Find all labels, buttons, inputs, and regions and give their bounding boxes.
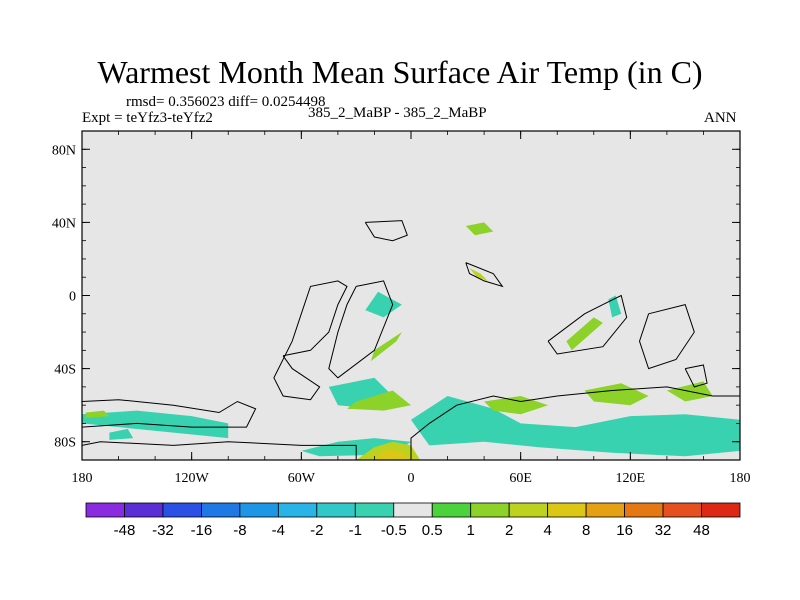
anomaly-patch-7: [411, 396, 740, 457]
colorbar-swatch-15: [662, 502, 702, 518]
colorbar-swatch-11: [508, 502, 549, 518]
lat-label-0: 80N: [52, 143, 76, 158]
anomaly-patch-13: [566, 317, 603, 351]
coastline-8: [638, 304, 695, 370]
coastline-6: [465, 262, 504, 288]
map-title: Warmest Month Mean Surface Air Temp (in …: [97, 54, 703, 90]
anomaly-patch-10: [484, 396, 549, 415]
anomaly-patch-1: [85, 410, 110, 418]
colorbar-swatch-2: [162, 502, 202, 518]
coastline-9: [684, 364, 708, 388]
colorbar-swatch-14: [624, 502, 664, 518]
colorbar-label-5: -2: [310, 522, 323, 539]
colorbar-label-14: 32: [655, 522, 672, 539]
colorbar-swatch-8: [393, 502, 433, 518]
anomaly-patch-6: [370, 449, 411, 460]
colorbar-label-0: -48: [114, 522, 136, 539]
axis-ticks: 80N 40N 0 40S 80S 180 120W 60W 0 60E 120E 180: [52, 130, 751, 486]
expt-label: Expt = teYfz3-teYfz2: [82, 110, 213, 126]
lat-label-2: 0: [69, 290, 76, 305]
coastline-3: [328, 280, 394, 379]
anomaly-patch-3: [347, 390, 411, 411]
colorbar-swatch-10: [470, 502, 510, 518]
lon-label-3: 0: [408, 471, 415, 486]
colorbar-swatch-13: [585, 502, 625, 518]
anomaly-patch-17: [109, 428, 134, 440]
colorbar-label-9: 1: [467, 522, 475, 539]
colorbar-label-6: -1: [349, 522, 362, 539]
lat-label-1: 40N: [52, 216, 76, 231]
coastline-1: [410, 386, 740, 460]
colorbar-label-7: -0.5: [381, 522, 407, 539]
lon-label-1: 120W: [175, 471, 210, 486]
lat-label-4: 80S: [54, 436, 76, 451]
colorbar-swatch-0: [85, 502, 125, 518]
case-label: 385_2_MaBP - 385_2_MaBP: [308, 105, 487, 121]
lon-label-0: 180: [72, 471, 93, 486]
colorbar-swatch-9: [431, 502, 472, 518]
anomaly-patch-15: [465, 222, 494, 236]
coastline-7: [547, 294, 628, 355]
anomaly-patch-14: [608, 295, 622, 318]
colorbar-label-8: 0.5: [422, 522, 443, 539]
lat-label-3: 40S: [54, 363, 76, 378]
colorbar-swatch-16: [701, 502, 741, 518]
anomaly-patch-12: [370, 332, 402, 362]
colorbar-label-2: -16: [191, 522, 213, 539]
anomaly-patch-11: [365, 291, 402, 318]
lon-label-5: 120E: [616, 471, 646, 486]
lon-label-2: 60W: [288, 471, 316, 486]
colorbar-swatch-12: [547, 502, 587, 518]
colorbar-label-3: -8: [233, 522, 246, 539]
coastline-5: [364, 220, 408, 242]
coastline-layer: [82, 220, 740, 460]
colorbar-swatch-1: [124, 502, 164, 518]
colorbar-label-15: 48: [693, 522, 710, 539]
colorbar-label-4: -4: [272, 522, 285, 539]
lon-label-6: 180: [730, 471, 751, 486]
colorbar-swatch-5: [277, 502, 318, 518]
colorbar-swatch-3: [201, 502, 241, 518]
colorbar-swatch-6: [316, 502, 356, 518]
colorbar-swatch-4: [239, 502, 279, 518]
lon-label-4: 60E: [509, 471, 532, 486]
coastline-4: [82, 399, 257, 428]
colorbar-label-10: 2: [505, 522, 513, 539]
colorbar-label-1: -32: [152, 522, 174, 539]
colorbar: -48 -32 -16 -8 -4 -2 -1 -0.5 0.5 1 2 4 8 16 32 48: [85, 502, 741, 539]
colorbar-swatch-7: [354, 502, 395, 518]
map-plot-area: [82, 131, 740, 460]
colorbar-label-11: 4: [543, 522, 551, 539]
coastline-0: [82, 441, 357, 460]
coastline-2: [273, 280, 348, 401]
stats-line: rmsd= 0.356023 diff= 0.0254498: [126, 94, 326, 110]
anomaly-fill-layer: [82, 222, 740, 460]
colorbar-label-12: 8: [582, 522, 590, 539]
period-label: ANN: [704, 110, 737, 126]
anomaly-patch-16: [469, 268, 488, 281]
colorbar-label-13: 16: [616, 522, 633, 539]
